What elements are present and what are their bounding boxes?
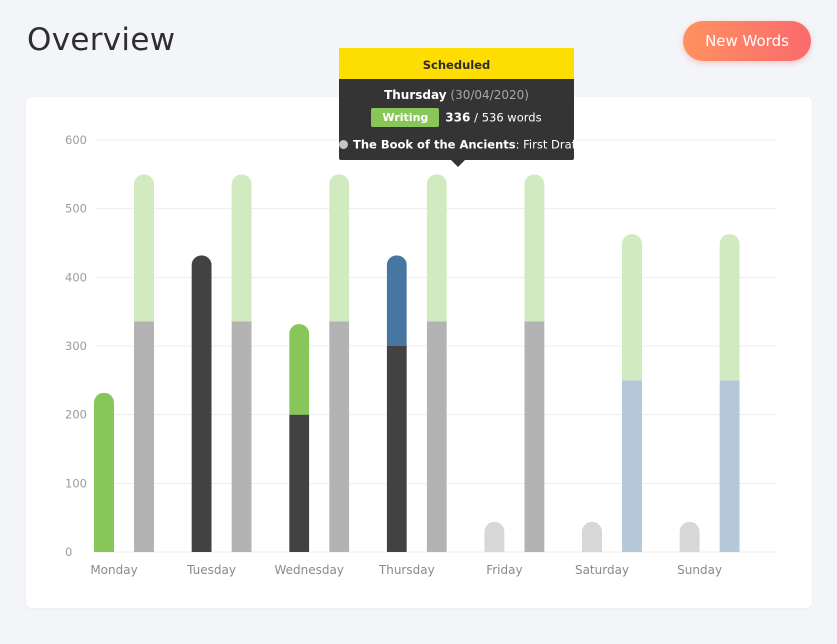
x-tick-label: Monday [90, 563, 137, 577]
bar-segment[interactable] [329, 321, 350, 552]
tooltip-project-row: The Book of the Ancients: First Draft [339, 137, 580, 152]
bar-segment[interactable] [386, 346, 407, 552]
y-tick-label: 400 [65, 270, 87, 284]
y-tick-label: 300 [65, 339, 87, 353]
bar-segment[interactable] [679, 521, 700, 552]
bar-segment[interactable] [191, 255, 212, 553]
y-tick-label: 600 [65, 133, 87, 147]
x-tick-label: Wednesday [274, 563, 343, 577]
bar-segment[interactable] [524, 321, 545, 552]
bar-segment[interactable] [719, 380, 740, 552]
bar-segment[interactable] [622, 380, 642, 552]
tooltip-status: Scheduled [339, 48, 574, 79]
tooltip-date: (30/04/2020) [450, 88, 529, 102]
bar-segment[interactable] [231, 174, 252, 322]
tooltip-project: The Book of the Ancients [353, 137, 516, 152]
bar-segment[interactable] [386, 255, 407, 346]
tooltip-word-total: / 536 words [474, 110, 542, 125]
x-tick-label: Tuesday [186, 563, 236, 577]
bar-segment[interactable] [94, 392, 114, 552]
tooltip-day: Thursday [384, 88, 447, 102]
bar-segment[interactable] [484, 521, 505, 552]
bar-segment[interactable] [582, 521, 602, 552]
bar-segment[interactable] [524, 174, 545, 322]
y-tick-label: 100 [65, 476, 87, 490]
tooltip-writing-badge: Writing [371, 108, 440, 127]
bar-chart: 0 100 200 300 400 500 600 Monday Tuesday Wednesda… [65, 133, 776, 577]
new-words-button[interactable]: New Words [683, 21, 811, 61]
bar-segment[interactable] [231, 321, 252, 552]
bar-segment[interactable] [134, 321, 154, 552]
y-tick-label: 200 [65, 408, 87, 422]
bar-segment[interactable] [719, 234, 740, 381]
tooltip-date-row: Thursday (30/04/2020) [339, 88, 574, 102]
tooltip-arrow [451, 160, 465, 167]
x-tick-label: Friday [486, 563, 522, 577]
chart-card: 0 100 200 300 400 500 600 Monday Tuesday Wednesda… [26, 97, 812, 608]
x-tick-label: Saturday [575, 563, 629, 577]
bar-segment[interactable] [329, 174, 350, 322]
bar-segment[interactable] [134, 174, 154, 322]
project-dot-icon [339, 140, 348, 149]
page-title: Overview [27, 22, 176, 58]
bar-segment[interactable] [289, 414, 310, 552]
tooltip-project-suffix: : First Draft [515, 137, 580, 152]
y-tick-label: 500 [65, 202, 87, 216]
bar-segment[interactable] [289, 324, 310, 415]
x-tick-label: Thursday [378, 563, 435, 577]
tooltip-word-count: 336 [445, 110, 471, 125]
y-tick-label: 0 [65, 545, 72, 559]
bar-segment[interactable] [426, 321, 447, 552]
x-tick-label: Sunday [677, 563, 722, 577]
bar-segment[interactable] [622, 234, 642, 381]
tooltip-words-row: Writing 336 / 536 words [339, 108, 574, 127]
bar-segment[interactable] [426, 174, 447, 322]
chart-tooltip: Scheduled Thursday (30/04/2020) Writing 3… [339, 48, 580, 167]
